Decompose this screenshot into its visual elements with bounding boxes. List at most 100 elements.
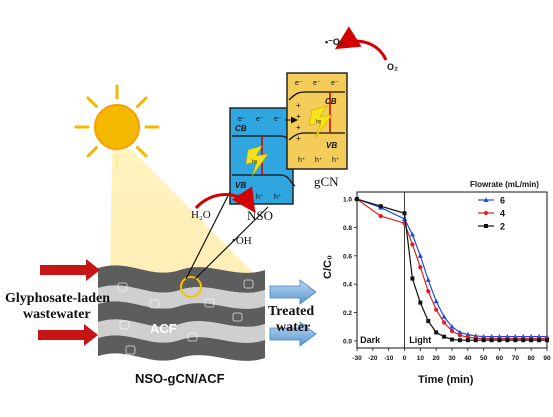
data-point	[410, 242, 415, 247]
data-point	[513, 338, 518, 343]
data-point	[465, 338, 470, 343]
data-point	[410, 276, 415, 281]
gcn-electron-1: e⁻	[295, 80, 303, 87]
data-point	[457, 333, 463, 338]
legend-title: Flowrate (mL/min)	[470, 180, 539, 189]
y-tick-label: 0.6	[343, 253, 352, 260]
data-point	[449, 324, 455, 329]
x-tick-label: -30	[352, 355, 362, 362]
data-point	[457, 329, 463, 335]
inlet-label-line1: Glyphosate-laden	[5, 291, 110, 306]
data-point	[434, 330, 439, 335]
data-point	[450, 337, 454, 342]
legend-label: 6	[500, 196, 505, 206]
sun-ray	[136, 146, 148, 158]
y-tick-label: 0.0	[343, 338, 352, 345]
data-point	[434, 307, 439, 312]
gcn-hole-2: h⁺	[315, 157, 323, 164]
x-tick-label: 20	[433, 355, 441, 362]
x-tick-label: 0	[403, 355, 407, 362]
nso-electron-3: e⁻	[274, 116, 282, 123]
x-tick-label: 40	[464, 355, 472, 362]
x-axis-title: Time (min)	[418, 374, 474, 386]
inlet-label-line2: wastewater	[23, 307, 91, 322]
nso-hole-2: h⁺	[256, 194, 264, 201]
data-point	[483, 210, 489, 216]
data-point	[418, 300, 423, 305]
outlet-label-line2: water	[276, 320, 310, 335]
x-tick-label: -10	[384, 355, 394, 362]
x-tick-label: 10	[417, 355, 425, 362]
zoom-circle	[180, 276, 202, 298]
legend-label: 2	[500, 222, 505, 232]
x-tick-label: 70	[512, 355, 520, 362]
water-oxidation-arrow	[194, 186, 256, 213]
data-point	[426, 289, 431, 294]
gcn-label: gCN	[314, 174, 339, 189]
x-tick-label: -20	[368, 355, 378, 362]
water-label: H₂O	[191, 209, 211, 221]
data-point	[529, 338, 534, 343]
sun-icon	[74, 84, 160, 170]
zoom-line-right	[194, 206, 269, 280]
nso-hv-label: hν	[252, 159, 258, 165]
data-point	[426, 319, 431, 324]
inlet-arrows	[38, 259, 100, 346]
nso-cb-label: CB	[235, 124, 247, 133]
svg-text:+: +	[296, 123, 301, 132]
hydroxyl-label: •OH	[232, 235, 252, 247]
oxygen-reduction-arrow	[334, 26, 388, 61]
acf-label: ACF	[150, 321, 177, 336]
light-beam	[110, 150, 255, 275]
x-tick-label: 50	[480, 355, 488, 362]
svg-text:+: +	[296, 112, 301, 121]
data-point	[418, 265, 423, 270]
x-tick-label: 60	[496, 355, 504, 362]
data-point	[465, 331, 471, 337]
gcn-hole-3: h⁺	[332, 157, 340, 164]
y-tick-label: 1.0	[343, 197, 352, 204]
region-light-label: Light	[409, 335, 431, 345]
svg-text:+: +	[296, 134, 301, 143]
nso-label: NSO	[247, 208, 273, 223]
data-point	[441, 314, 447, 319]
gcn-electron-3: e⁻	[331, 80, 339, 87]
nso-electron-2: e⁻	[256, 116, 264, 123]
data-point	[417, 253, 423, 258]
degradation-chart: -30 -20 -10 0 10 20 30 40 50 60 70 80 90 0.0 0.2 0.4 0.6…	[322, 180, 551, 386]
nso-vb-label: VB	[235, 181, 246, 190]
data-point	[441, 320, 447, 325]
outlet-label-line1: Treated	[268, 304, 314, 319]
gcn-plus-signs: + + + +	[296, 101, 301, 143]
y-tick-label: 0.8	[343, 225, 352, 232]
sun-ray	[86, 96, 98, 108]
sun-ray	[136, 96, 148, 108]
acf-fabric	[98, 265, 265, 361]
data-point	[449, 328, 455, 334]
gcn-hole-1: h⁺	[298, 157, 306, 164]
nso-electron-1: e⁻	[238, 116, 246, 123]
data-point	[497, 338, 502, 343]
data-point	[409, 231, 416, 237]
data-point	[425, 277, 431, 282]
data-point	[484, 224, 488, 228]
region-dark-label: Dark	[360, 335, 381, 345]
x-tick-label: 80	[528, 355, 536, 362]
data-point	[537, 338, 542, 343]
gcn-vb-label: VB	[326, 141, 337, 150]
y-tick-label: 0.2	[343, 310, 352, 317]
svg-text:+: +	[296, 101, 301, 110]
data-point	[521, 338, 526, 343]
sun-ray	[86, 146, 98, 158]
x-tick-label: 90	[543, 355, 551, 362]
composite-label: NSO-gCN/ACF	[135, 371, 225, 386]
y-axis-title: C/C₀	[322, 255, 334, 279]
data-point	[442, 334, 447, 339]
outlet-arrows	[269, 279, 317, 347]
data-point	[402, 211, 407, 216]
gcn-electron-2: e⁻	[313, 80, 321, 87]
data-point	[483, 197, 489, 202]
data-point	[473, 338, 478, 343]
data-point	[481, 338, 486, 343]
data-point	[545, 338, 549, 343]
